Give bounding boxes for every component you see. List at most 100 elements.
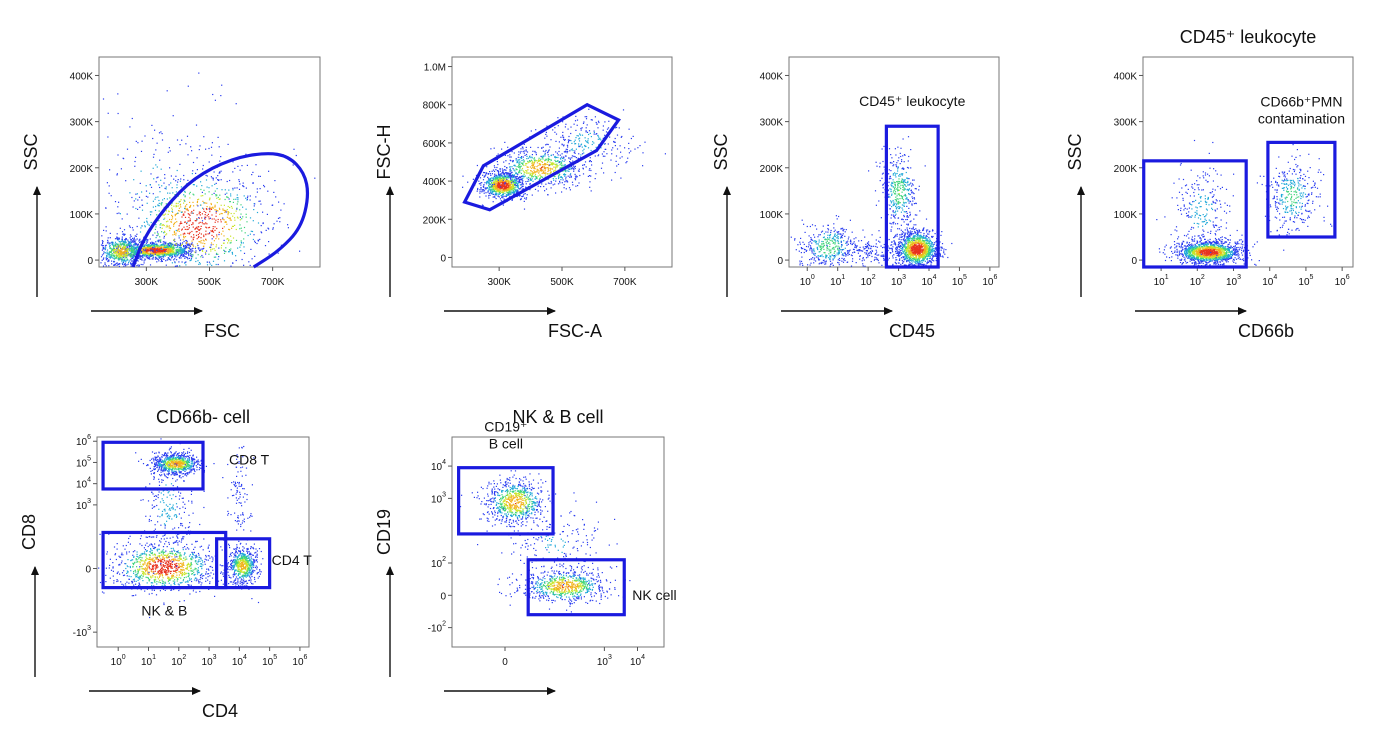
- event-dot: [509, 159, 511, 161]
- event-dot: [903, 238, 905, 240]
- event-dot: [529, 172, 531, 174]
- event-dot: [496, 181, 498, 183]
- event-dot: [260, 231, 262, 233]
- event-dot: [214, 204, 216, 206]
- event-dot: [161, 224, 163, 226]
- event-dot: [144, 225, 146, 227]
- event-dot: [136, 248, 138, 250]
- event-dot: [562, 116, 564, 118]
- event-dot: [137, 257, 139, 259]
- event-dot: [100, 256, 103, 258]
- event-dot: [171, 254, 173, 256]
- event-dot: [113, 258, 115, 260]
- event-dot: [130, 258, 132, 260]
- event-dot: [251, 174, 253, 176]
- event-dot: [503, 161, 505, 163]
- event-dot: [196, 238, 198, 240]
- event-dot: [547, 163, 549, 166]
- event-dot: [529, 177, 531, 179]
- event-dot: [597, 135, 599, 137]
- event-dot: [101, 249, 103, 251]
- event-dot: [231, 225, 234, 227]
- event-dot: [555, 161, 557, 163]
- event-dot: [925, 255, 927, 258]
- event-dot: [199, 250, 201, 252]
- event-dot: [507, 192, 509, 194]
- event-dot: [508, 188, 510, 190]
- event-dot: [159, 250, 161, 252]
- event-dot: [902, 230, 904, 233]
- event-dot: [235, 255, 237, 257]
- event-dot: [511, 199, 513, 201]
- event-dot: [172, 251, 174, 253]
- y-tick-label: 200K: [423, 215, 447, 226]
- event-dot: [122, 233, 124, 235]
- event-dot: [130, 243, 132, 245]
- event-dot: [566, 152, 568, 154]
- event-dot: [607, 143, 609, 145]
- event-dot: [174, 254, 176, 256]
- event-dot: [508, 176, 510, 178]
- event-dot: [135, 246, 137, 249]
- event-dot: [111, 255, 113, 257]
- event-dot: [511, 151, 513, 153]
- event-dot: [130, 256, 132, 258]
- event-dot: [576, 124, 578, 126]
- event-dot: [172, 192, 174, 194]
- event-dot: [169, 254, 172, 256]
- event-dot: [119, 255, 121, 257]
- event-dot: [140, 227, 142, 229]
- event-dot: [513, 179, 515, 181]
- event-dot: [157, 252, 159, 254]
- event-dot: [196, 231, 198, 233]
- event-dot: [507, 176, 509, 178]
- event-dot: [502, 183, 504, 186]
- event-dot: [539, 169, 541, 171]
- event-dot: [118, 257, 120, 259]
- event-dot: [153, 254, 155, 256]
- event-dot: [107, 237, 109, 239]
- event-dot: [162, 253, 164, 255]
- event-dot: [167, 249, 169, 251]
- event-dot: [187, 154, 189, 156]
- event-dot: [488, 182, 490, 184]
- event-dot: [628, 152, 630, 154]
- event-dot: [621, 156, 623, 158]
- event-dot: [570, 176, 572, 178]
- event-dot: [144, 244, 146, 246]
- event-dot: [116, 233, 118, 235]
- event-dot: [203, 240, 205, 242]
- event-dot: [116, 264, 118, 266]
- event-dot: [139, 258, 141, 260]
- event-dot: [108, 185, 110, 187]
- event-dot: [496, 166, 498, 169]
- event-dot: [132, 244, 135, 246]
- event-dot: [542, 171, 544, 173]
- event-dot: [186, 228, 188, 231]
- event-dot: [514, 191, 516, 193]
- event-dot: [575, 143, 577, 145]
- event-dot: [230, 205, 233, 208]
- event-dot: [184, 221, 186, 223]
- event-dot: [218, 198, 220, 200]
- event-dot: [512, 175, 515, 177]
- event-dot: [531, 178, 533, 180]
- event-dot: [502, 179, 504, 181]
- event-dot: [580, 156, 582, 158]
- event-dot: [204, 214, 206, 216]
- event-dot: [495, 177, 497, 179]
- event-dot: [573, 169, 575, 171]
- event-dot: [153, 242, 155, 244]
- event-dot: [526, 172, 528, 175]
- event-dot: [251, 230, 254, 233]
- event-dot: [147, 250, 149, 252]
- event-dot: [166, 259, 168, 261]
- event-dot: [223, 242, 225, 244]
- event-dot: [502, 179, 504, 181]
- event-dot: [123, 258, 125, 260]
- event-dot: [511, 191, 514, 193]
- event-dot: [506, 180, 508, 182]
- event-dot: [147, 248, 149, 250]
- event-dot: [114, 245, 116, 247]
- event-dot: [180, 206, 182, 208]
